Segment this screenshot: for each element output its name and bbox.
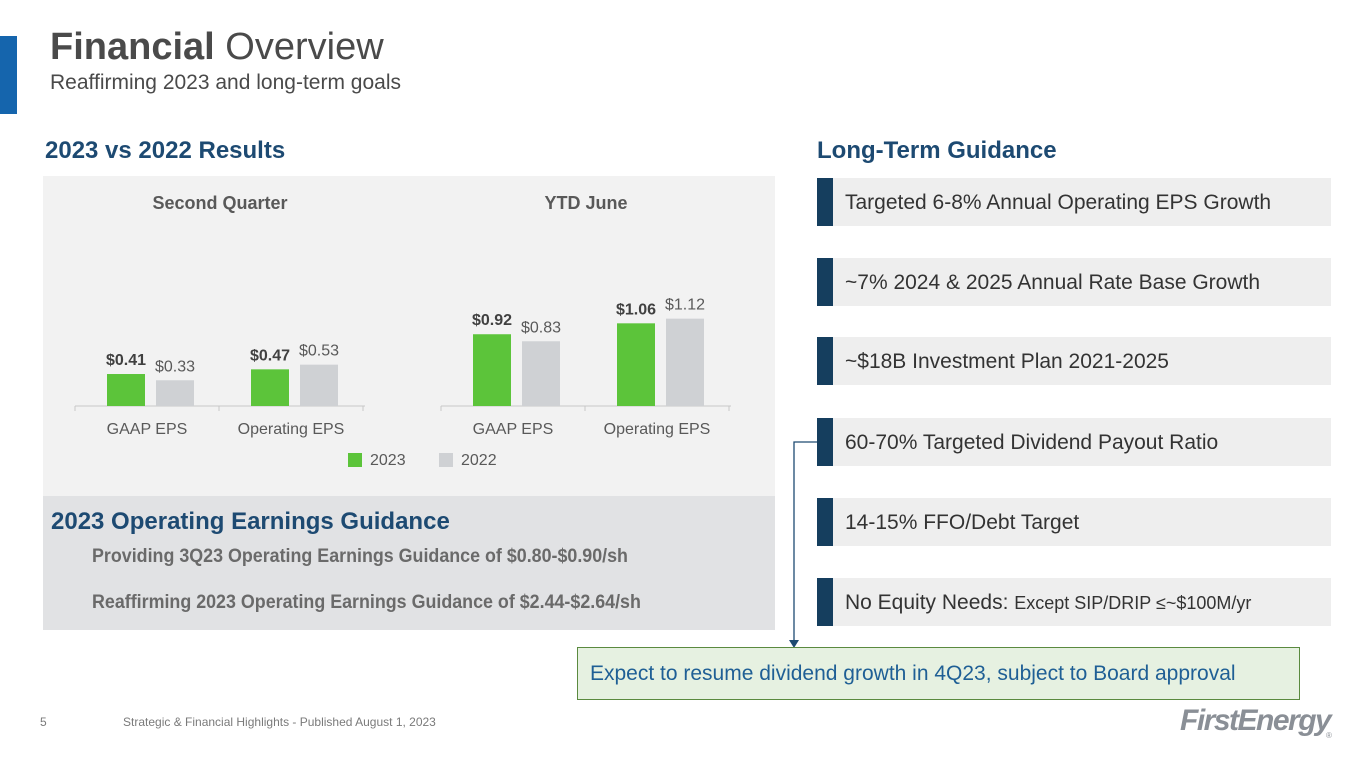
lt-item-stripe [817,578,833,626]
chart-bar-2022 [522,341,560,406]
guidance-line-2023: Reaffirming 2023 Operating Earnings Guid… [92,592,641,613]
lt-item-text: ~$18B Investment Plan 2021-2025 [845,350,1169,373]
dividend-callout: Expect to resume dividend growth in 4Q23… [577,647,1300,700]
long-term-heading: Long-Term Guidance [817,137,1057,164]
lt-item-ffo-debt: 14-15% FFO/Debt Target [817,498,1331,546]
guidance-line-3q23: Providing 3Q23 Operating Earnings Guidan… [92,546,628,567]
lt-item-stripe [817,418,833,466]
chart-panel-title: Second Quarter [152,193,287,213]
chart-bar-2023 [251,369,289,406]
chart-data-label: $0.83 [521,319,561,336]
page-title-bold: Financial [50,26,215,68]
legend-swatch-2022 [439,453,453,467]
guidance-box [43,496,775,630]
callout-text: Expect to resume dividend growth in 4Q23… [590,662,1236,685]
lt-item-investment-plan: ~$18B Investment Plan 2021-2025 [817,337,1331,385]
title-accent-bar [0,36,17,114]
chart-bar-2022 [156,380,194,406]
lt-item-eps-growth: Targeted 6-8% Annual Operating EPS Growt… [817,178,1331,226]
chart-data-label: $0.41 [106,352,146,369]
footer-text: Strategic & Financial Highlights - Publi… [123,715,436,729]
lt-item-rate-base: ~7% 2024 & 2025 Annual Rate Base Growth [817,258,1331,306]
page-number: 5 [40,715,47,729]
page-title-rest: Overview [214,26,384,68]
lt-item-text: No Equity Needs: Except SIP/DRIP ≤~$100M… [845,591,1251,615]
chart-bar-2023 [107,374,145,406]
chart-bar-2023 [617,323,655,406]
logo-registered-mark: ® [1326,731,1332,740]
chart-category-label: Operating EPS [238,421,345,438]
lt-item-text-note: Except SIP/DRIP ≤~$100M/yr [1014,593,1252,613]
page-title: Financial Overview [50,26,384,69]
lt-item-text: 14-15% FFO/Debt Target [845,511,1080,534]
chart-panel-title: YTD June [544,193,627,213]
lt-item-text: Targeted 6-8% Annual Operating EPS Growt… [845,191,1272,214]
chart-category-label: GAAP EPS [473,421,554,438]
chart-data-label: $1.06 [616,301,656,318]
chart-data-label: $0.47 [250,347,290,364]
legend-label: 2023 [370,452,406,469]
results-heading: 2023 vs 2022 Results [45,137,286,164]
chart-bar-2022 [666,318,704,406]
lt-item-text: 60-70% Targeted Dividend Payout Ratio [845,431,1219,454]
lt-item-dividend-payout: 60-70% Targeted Dividend Payout Ratio [817,418,1331,466]
connector-arrow-icon [789,640,799,648]
chart-data-label: $0.92 [472,312,512,329]
chart-data-label: $1.12 [665,297,705,314]
legend-swatch-2023 [348,453,362,467]
lt-item-equity-needs: No Equity Needs: Except SIP/DRIP ≤~$100M… [817,578,1331,626]
page-subtitle: Reaffirming 2023 and long-term goals [50,71,401,94]
lt-item-stripe [817,498,833,546]
lt-item-stripe [817,178,833,226]
lt-item-text-main: No Equity Needs: [845,591,1015,614]
connector-line [793,441,817,642]
lt-item-text: ~7% 2024 & 2025 Annual Rate Base Growth [845,271,1261,294]
chart-category-label: GAAP EPS [107,421,188,438]
chart-category-label: Operating EPS [604,421,711,438]
chart-data-label: $0.53 [299,343,339,360]
guidance-title: 2023 Operating Earnings Guidance [51,508,450,535]
chart-bar-2022 [300,364,338,406]
chart-data-label: $0.33 [155,358,195,375]
eps-bar-chart: Second Quarter GAAP EPS $0.41 $0.33 Operatin… [74,193,731,469]
lt-item-stripe [817,337,833,385]
firstenergy-logo: FirstEnergy [1180,704,1332,737]
lt-item-stripe [817,258,833,306]
chart-bar-2023 [473,334,511,406]
legend-label: 2022 [461,452,497,469]
